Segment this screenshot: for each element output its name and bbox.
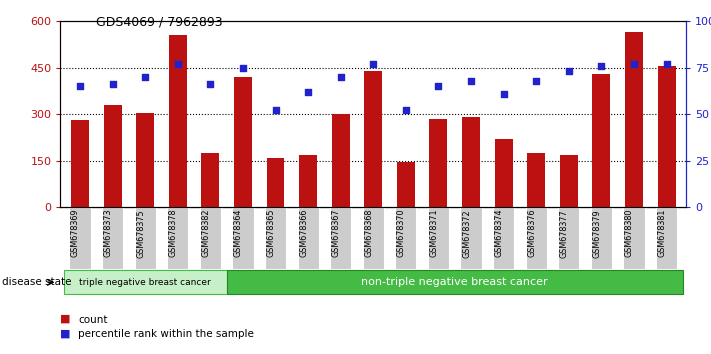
Point [302, 89, 314, 95]
Text: GSM678365: GSM678365 [267, 209, 276, 257]
Point [465, 78, 476, 84]
Bar [525, 207, 547, 269]
Point [172, 61, 183, 67]
Bar [297, 207, 319, 269]
Bar [234, 77, 252, 207]
Bar [71, 120, 89, 207]
Text: GSM678380: GSM678380 [625, 209, 634, 257]
Bar [558, 207, 579, 269]
Point [498, 91, 509, 97]
Bar [267, 158, 284, 207]
Text: ■: ■ [60, 328, 75, 338]
Bar [658, 66, 675, 207]
Text: GSM678379: GSM678379 [592, 209, 602, 258]
Bar [200, 207, 221, 269]
Bar [397, 162, 415, 207]
Bar [232, 207, 254, 269]
Bar [137, 113, 154, 207]
Text: GSM678377: GSM678377 [560, 209, 569, 258]
Point [107, 81, 118, 87]
Text: GSM678378: GSM678378 [169, 209, 178, 257]
Bar [364, 71, 383, 207]
Point [368, 61, 379, 67]
Bar [462, 117, 480, 207]
Point [596, 63, 607, 69]
Text: triple negative breast cancer: triple negative breast cancer [80, 278, 211, 287]
Text: disease state: disease state [2, 277, 72, 287]
Bar [428, 207, 449, 269]
Text: GSM678364: GSM678364 [234, 209, 243, 257]
Point [237, 65, 249, 70]
Text: GSM678382: GSM678382 [201, 209, 210, 257]
Bar [64, 270, 227, 294]
Bar [201, 153, 219, 207]
Bar [395, 207, 417, 269]
Text: GSM678367: GSM678367 [332, 209, 341, 257]
Bar [102, 207, 123, 269]
Text: GSM678370: GSM678370 [397, 209, 406, 257]
Text: GSM678381: GSM678381 [658, 209, 666, 257]
Bar [299, 155, 317, 207]
Point [629, 61, 640, 67]
Point [400, 108, 412, 113]
Bar [330, 207, 351, 269]
Bar [461, 207, 481, 269]
Point [205, 81, 216, 87]
Bar [495, 139, 513, 207]
Bar [167, 207, 188, 269]
Bar [528, 153, 545, 207]
Text: GSM678374: GSM678374 [495, 209, 503, 257]
Text: GDS4069 / 7962893: GDS4069 / 7962893 [96, 16, 223, 29]
Bar [624, 207, 645, 269]
Bar [169, 35, 187, 207]
Bar [70, 207, 90, 269]
Text: GSM678368: GSM678368 [364, 209, 373, 257]
Bar [656, 207, 677, 269]
Text: GSM678369: GSM678369 [71, 209, 80, 257]
Text: ■: ■ [60, 314, 75, 324]
Text: GSM678375: GSM678375 [137, 209, 145, 258]
Bar [134, 207, 156, 269]
Bar [591, 207, 612, 269]
Point [433, 84, 444, 89]
Text: count: count [78, 315, 107, 325]
Bar [332, 114, 350, 207]
Point [563, 69, 574, 74]
Bar [493, 207, 514, 269]
Point [530, 78, 542, 84]
Text: GSM678372: GSM678372 [462, 209, 471, 258]
Bar [363, 207, 384, 269]
Text: GSM678366: GSM678366 [299, 209, 308, 257]
Point [335, 74, 346, 80]
Point [661, 61, 672, 67]
Point [75, 84, 85, 89]
Text: percentile rank within the sample: percentile rank within the sample [78, 329, 254, 339]
Text: GSM678371: GSM678371 [429, 209, 439, 257]
Text: GSM678376: GSM678376 [528, 209, 536, 257]
Bar [592, 74, 610, 207]
Bar [560, 155, 578, 207]
Bar [265, 207, 286, 269]
Bar [104, 105, 122, 207]
Text: non-triple negative breast cancer: non-triple negative breast cancer [361, 277, 548, 287]
Bar [227, 270, 683, 294]
Bar [625, 32, 643, 207]
Point [139, 74, 151, 80]
Bar [429, 119, 447, 207]
Point [270, 108, 282, 113]
Text: GSM678373: GSM678373 [104, 209, 112, 257]
